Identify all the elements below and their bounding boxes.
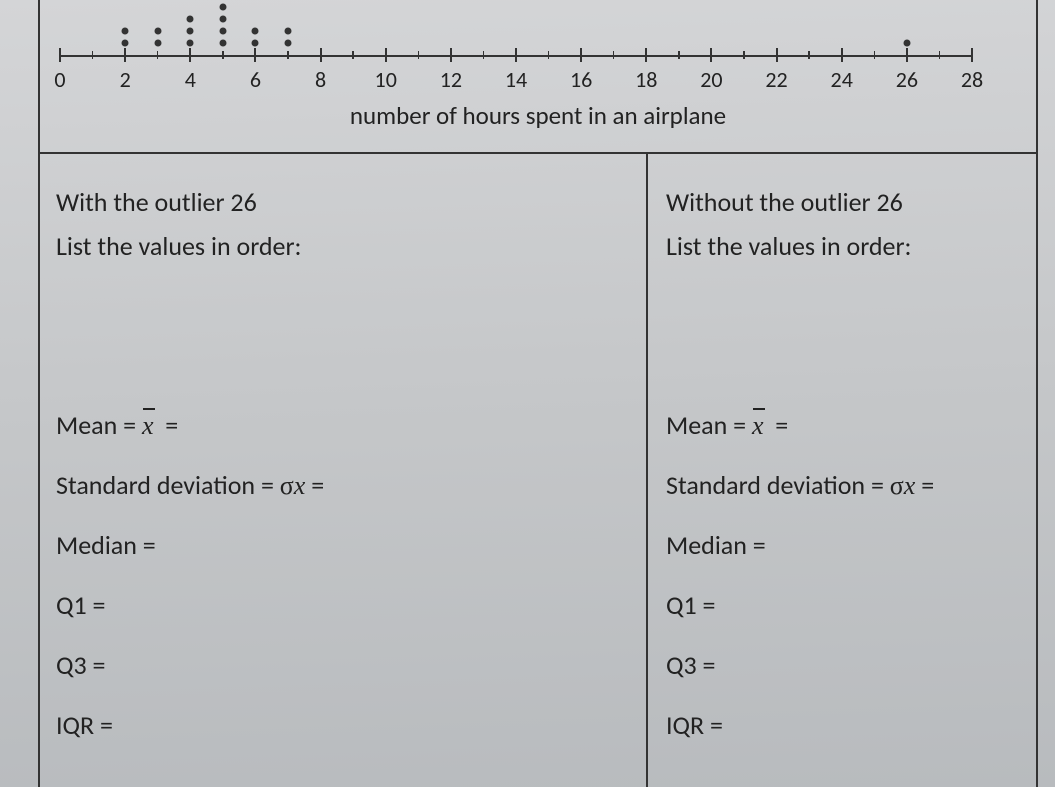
right-q3: Q3 = (666, 649, 1020, 681)
left-list-space (56, 271, 628, 381)
tick-label: 2 (120, 66, 131, 93)
data-dot (285, 40, 292, 47)
sigma-x: σx (890, 471, 916, 500)
major-tick (841, 48, 843, 62)
data-dot (187, 40, 194, 47)
right-q1: Q1 = (666, 589, 1020, 621)
minor-tick (874, 51, 876, 59)
tick-label: 8 (315, 66, 326, 93)
minor-tick (678, 51, 680, 59)
sd-label: Standard deviation = (56, 469, 280, 501)
data-dot (219, 40, 226, 47)
mean-label: Mean = (666, 409, 752, 441)
data-dot (122, 40, 129, 47)
data-dot (154, 40, 161, 47)
major-tick (906, 48, 908, 62)
axis-title: number of hours spent in an airplane (288, 100, 788, 131)
tick-label: 0 (54, 66, 65, 93)
major-tick (254, 48, 256, 62)
left-iqr: IQR = (56, 709, 628, 741)
data-dot (187, 28, 194, 35)
major-tick (385, 48, 387, 62)
tick-label: 28 (961, 66, 983, 93)
minor-tick (743, 51, 745, 59)
major-tick (320, 48, 322, 62)
dotplot: number of hours spent in an airplane 024… (38, 0, 1038, 152)
right-sd: Standard deviation = σx = (666, 469, 1020, 501)
data-dot (252, 40, 259, 47)
minor-tick (157, 51, 159, 59)
without-outlier-column: Without the outlier 26 List the values i… (648, 154, 1038, 787)
tick-label: 24 (831, 66, 853, 93)
tick-label: 26 (896, 66, 918, 93)
minor-tick (808, 51, 810, 59)
right-median: Median = (666, 529, 1020, 561)
major-tick (189, 48, 191, 62)
minor-tick (939, 51, 941, 59)
right-title-2: List the values in order: (666, 228, 1020, 266)
minor-tick (92, 51, 94, 59)
data-dot (187, 16, 194, 23)
tick-label: 4 (185, 66, 196, 93)
comparison-table: With the outlier 26 List the values in o… (38, 152, 1038, 787)
tick-label: 22 (765, 66, 787, 93)
tick-label: 6 (250, 66, 261, 93)
major-tick (124, 48, 126, 62)
right-title-1: Without the outlier 26 (666, 184, 1020, 222)
right-iqr: IQR = (666, 709, 1020, 741)
left-sd: Standard deviation = σx = (56, 469, 628, 501)
sigma-x: σx (280, 471, 306, 500)
data-dot (122, 28, 129, 35)
left-mean: Mean = x = (56, 409, 628, 441)
minor-tick (222, 51, 224, 59)
tick-label: 10 (375, 66, 397, 93)
mean-label: Mean = (56, 409, 142, 441)
left-title-1: With the outlier 26 (56, 184, 628, 222)
major-tick (450, 48, 452, 62)
tick-label: 20 (700, 66, 722, 93)
major-tick (776, 48, 778, 62)
data-dot (285, 28, 292, 35)
major-tick (580, 48, 582, 62)
right-list-space (666, 271, 1020, 381)
xbar-symbol: x (752, 411, 764, 441)
left-median: Median = (56, 529, 628, 561)
minor-tick (613, 51, 615, 59)
data-dot (252, 28, 259, 35)
xbar-symbol: x (142, 411, 154, 441)
minor-tick (287, 51, 289, 59)
left-q3: Q3 = (56, 649, 628, 681)
sd-label: Standard deviation = (666, 469, 890, 501)
tick-label: 14 (505, 66, 527, 93)
left-q1: Q1 = (56, 589, 628, 621)
minor-tick (548, 51, 550, 59)
major-tick (710, 48, 712, 62)
left-title-2: List the values in order: (56, 228, 628, 266)
minor-tick (418, 51, 420, 59)
minor-tick (352, 51, 354, 59)
data-dot (903, 40, 910, 47)
right-mean: Mean = x = (666, 409, 1020, 441)
worksheet-page: number of hours spent in an airplane 024… (0, 0, 1055, 787)
major-tick (515, 48, 517, 62)
data-dot (219, 16, 226, 23)
with-outlier-column: With the outlier 26 List the values in o… (38, 154, 648, 787)
major-tick (59, 48, 61, 62)
major-tick (971, 48, 973, 62)
tick-label: 12 (440, 66, 462, 93)
data-dot (219, 4, 226, 11)
tick-label: 16 (570, 66, 592, 93)
major-tick (645, 48, 647, 62)
minor-tick (483, 51, 485, 59)
data-dot (154, 28, 161, 35)
tick-label: 18 (635, 66, 657, 93)
data-dot (219, 28, 226, 35)
